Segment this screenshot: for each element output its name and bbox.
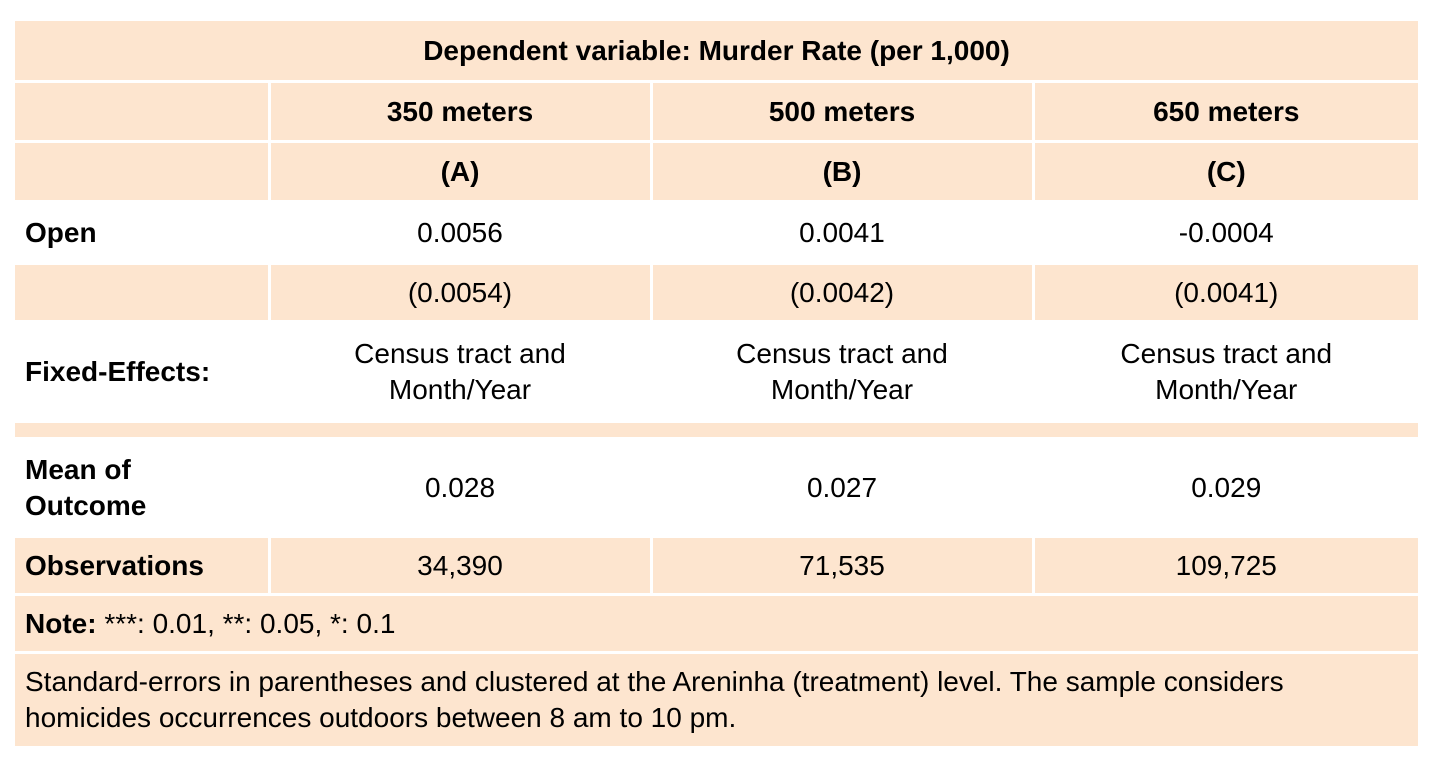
row-label: Observations (15, 535, 271, 596)
row-label: Mean of Outcome (15, 437, 271, 538)
column-id: (B) (649, 140, 1035, 203)
fixed-effects: Census tract and Month/Year (1031, 320, 1418, 423)
row-label: Fixed-Effects: (15, 320, 271, 423)
blank-cell (15, 140, 271, 203)
regression-table: Dependent variable: Murder Rate (per 1,0… (15, 18, 1418, 749)
mean-value: 0.028 (267, 437, 653, 538)
observations: 71,535 (649, 535, 1035, 596)
column-id: (C) (1031, 140, 1418, 203)
separator-row (15, 421, 1418, 439)
mean-value: 0.029 (1031, 437, 1418, 538)
blank-cell (15, 262, 271, 323)
note-row: Note: ***: 0.01, **: 0.05, *: 0.1 (15, 593, 1418, 654)
estimate: 0.0041 (649, 200, 1035, 265)
mean-value: 0.027 (649, 437, 1035, 538)
footnote: Standard-errors in parentheses and clust… (15, 651, 1418, 749)
estimate: -0.0004 (1031, 200, 1418, 265)
std-error: (0.0041) (1031, 262, 1418, 323)
row-label: Open (15, 200, 271, 265)
column-header: 500 meters (649, 80, 1035, 143)
std-error: (0.0054) (267, 262, 653, 323)
estimate: 0.0056 (267, 200, 653, 265)
observations: 109,725 (1031, 535, 1418, 596)
column-header: 650 meters (1031, 80, 1418, 143)
column-header: 350 meters (267, 80, 653, 143)
std-error: (0.0042) (649, 262, 1035, 323)
blank-cell (15, 80, 271, 143)
note-label: Note: (25, 607, 97, 639)
fixed-effects: Census tract and Month/Year (649, 320, 1035, 423)
note-text: ***: 0.01, **: 0.05, *: 0.1 (104, 607, 396, 639)
fixed-effects: Census tract and Month/Year (267, 320, 653, 423)
observations: 34,390 (267, 535, 653, 596)
table-caption: Dependent variable: Murder Rate (per 1,0… (15, 18, 1418, 83)
column-id: (A) (267, 140, 653, 203)
